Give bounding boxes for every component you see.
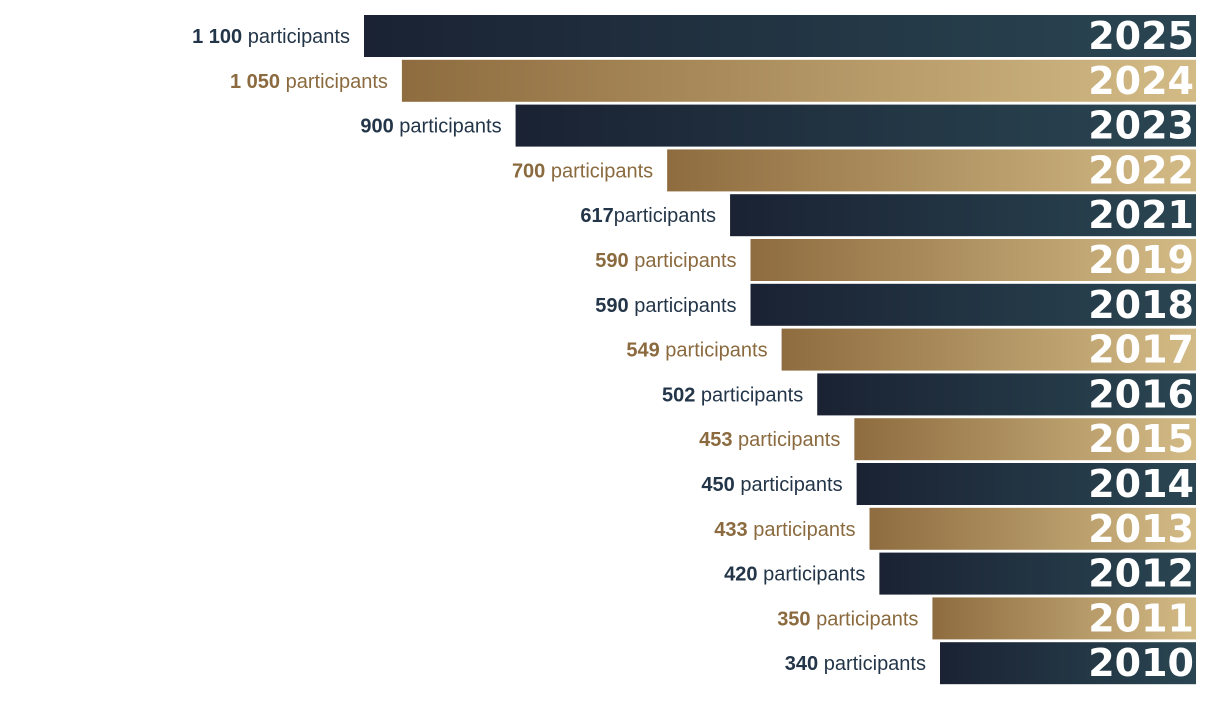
year-label-2022: 2022: [1088, 148, 1194, 192]
year-label-2015: 2015: [1088, 417, 1194, 461]
value-label-2015: 453 participants: [699, 429, 840, 451]
value-unit-2024: participants: [280, 71, 388, 93]
value-unit-2023: participants: [394, 116, 502, 138]
year-label-2013: 2013: [1088, 507, 1194, 551]
bar-row-2010: 2010 340 participants: [785, 641, 1196, 685]
value-number-2022: 700: [512, 160, 545, 182]
bar-row-2012: 2012 420 participants: [724, 552, 1196, 596]
value-unit-2021: participants: [614, 205, 716, 227]
value-label-2016: 502 participants: [662, 384, 803, 406]
bar-2012: [879, 552, 1196, 595]
bar-2021: [730, 194, 1196, 237]
bars-group: 2025 1 100 participants 2024 1 050 particip…: [192, 14, 1196, 685]
value-unit-2012: participants: [758, 564, 866, 586]
year-label-2014: 2014: [1088, 462, 1194, 506]
value-number-2017: 549: [626, 340, 659, 362]
value-number-2024: 1 050: [230, 71, 280, 93]
bar-2014: [856, 463, 1196, 505]
year-label-2012: 2012: [1088, 552, 1194, 596]
year-label-2016: 2016: [1088, 372, 1194, 416]
value-label-2018: 590 participants: [595, 295, 736, 317]
year-label-2023: 2023: [1088, 104, 1194, 148]
value-unit-2025: participants: [242, 26, 350, 48]
value-label-2021: 617participants: [580, 205, 716, 227]
value-unit-2022: participants: [545, 160, 653, 182]
value-label-2014: 450 participants: [701, 474, 842, 496]
bar-2018: [750, 283, 1196, 326]
bar-row-2015: 2015 453 participants: [699, 417, 1196, 461]
bar-row-2013: 2013 433 participants: [714, 507, 1196, 551]
year-label-2019: 2019: [1088, 238, 1194, 282]
bar-row-2023: 2023 900 participants: [360, 104, 1196, 148]
value-number-2021: 617: [580, 205, 613, 227]
year-label-2025: 2025: [1088, 14, 1194, 58]
bar-2015: [854, 418, 1196, 461]
bar-row-2019: 2019 590 participants: [595, 238, 1196, 282]
bar-row-2024: 2024 1 050 participants: [230, 59, 1196, 103]
value-unit-2015: participants: [733, 429, 841, 451]
bar-2025: [364, 15, 1196, 57]
year-label-2024: 2024: [1088, 59, 1194, 103]
value-number-2013: 433: [714, 519, 747, 541]
bar-row-2014: 2014 450 participants: [701, 462, 1196, 506]
value-label-2019: 590 participants: [595, 250, 736, 272]
bar-row-2018: 2018 590 participants: [595, 283, 1196, 327]
value-number-2025: 1 100: [192, 26, 242, 48]
value-label-2013: 433 participants: [714, 519, 855, 541]
value-unit-2017: participants: [660, 340, 768, 362]
value-unit-2018: participants: [629, 295, 737, 317]
value-unit-2013: participants: [748, 519, 856, 541]
bar-2019: [750, 239, 1196, 281]
value-number-2016: 502: [662, 384, 695, 406]
value-label-2022: 700 participants: [512, 160, 653, 182]
year-label-2021: 2021: [1088, 193, 1194, 237]
year-label-2011: 2011: [1088, 596, 1194, 640]
value-unit-2014: participants: [735, 474, 843, 496]
bar-2016: [817, 373, 1196, 416]
value-number-2012: 420: [724, 564, 757, 586]
bar-row-2016: 2016 502 participants: [662, 372, 1196, 416]
value-label-2017: 549 participants: [626, 340, 767, 362]
value-number-2019: 590: [595, 250, 628, 272]
value-unit-2019: participants: [629, 250, 737, 272]
bar-row-2022: 2022 700 participants: [512, 148, 1196, 192]
value-number-2010: 340: [785, 653, 818, 675]
year-label-2018: 2018: [1088, 283, 1194, 327]
bar-2024: [401, 59, 1196, 102]
value-label-2011: 350 participants: [777, 608, 918, 630]
value-label-2023: 900 participants: [360, 116, 501, 138]
value-unit-2010: participants: [818, 653, 926, 675]
value-label-2012: 420 participants: [724, 564, 865, 586]
bar-row-2017: 2017 549 participants: [626, 328, 1196, 372]
bar-2017: [781, 328, 1196, 371]
value-label-2010: 340 participants: [785, 653, 926, 675]
value-number-2011: 350: [777, 608, 810, 630]
bar-row-2025: 2025 1 100 participants: [192, 14, 1196, 58]
bar-2023: [515, 104, 1196, 147]
bar-2010: [940, 642, 1196, 685]
bar-2022: [667, 149, 1196, 192]
bar-2011: [932, 597, 1196, 640]
value-number-2018: 590: [595, 295, 628, 317]
value-number-2015: 453: [699, 429, 732, 451]
value-unit-2011: participants: [811, 608, 919, 630]
bar-row-2011: 2011 350 participants: [777, 596, 1196, 640]
year-label-2010: 2010: [1088, 641, 1194, 685]
value-number-2014: 450: [701, 474, 734, 496]
value-label-2025: 1 100 participants: [192, 26, 350, 48]
bar-row-2021: 2021 617participants: [580, 193, 1196, 237]
bar-2013: [869, 507, 1196, 550]
value-unit-2016: participants: [695, 384, 803, 406]
value-number-2023: 900: [360, 116, 393, 138]
value-label-2024: 1 050 participants: [230, 71, 388, 93]
year-label-2017: 2017: [1088, 328, 1194, 372]
